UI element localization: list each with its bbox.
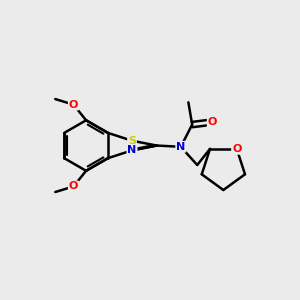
Text: N: N <box>128 146 136 155</box>
Text: S: S <box>128 136 136 146</box>
Text: O: O <box>69 182 78 191</box>
Text: N: N <box>176 142 185 152</box>
Text: O: O <box>69 100 78 110</box>
Text: O: O <box>232 144 242 154</box>
Text: O: O <box>208 117 217 127</box>
